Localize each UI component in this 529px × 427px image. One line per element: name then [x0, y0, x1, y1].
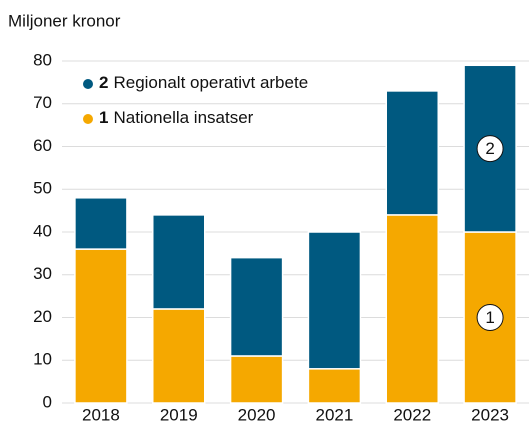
x-tick-label: 2020 — [238, 405, 276, 424]
y-tick-label: 30 — [33, 264, 52, 283]
x-tick-label: 2018 — [82, 405, 120, 424]
bar-segment — [307, 231, 362, 370]
legend-number: 2 — [99, 73, 108, 92]
y-tick-label: 50 — [33, 179, 52, 198]
series-badge — [476, 304, 504, 331]
legend-label: Regionalt operativt arbete — [113, 73, 308, 92]
y-tick-label: 70 — [33, 93, 52, 112]
series-badge-label: 2 — [485, 139, 494, 158]
legend-entry: 1 Nationella insatser — [99, 108, 254, 127]
y-tick-label: 10 — [33, 350, 52, 369]
bar-segment — [307, 368, 362, 404]
legend-marker — [83, 114, 93, 124]
y-tick-label: 0 — [43, 392, 52, 411]
series-badge-label: 1 — [485, 308, 494, 327]
bar-segment — [385, 214, 439, 404]
legend-marker — [83, 79, 93, 89]
legend-label: Nationella insatser — [113, 108, 253, 127]
bar-segment — [152, 214, 206, 310]
x-tick-label: 2021 — [316, 405, 354, 424]
y-axis-label: Miljoner kronor — [8, 11, 121, 30]
bar-segment — [385, 90, 439, 216]
series-badge — [476, 135, 504, 163]
bar-segment — [229, 256, 284, 357]
x-tick-label: 2019 — [160, 405, 198, 424]
bar-segment — [152, 308, 206, 404]
y-tick-label: 80 — [33, 50, 52, 69]
x-tick-label: 2022 — [393, 405, 431, 424]
bar-segment — [74, 197, 128, 250]
bar-segment — [74, 248, 128, 404]
y-tick-label: 60 — [33, 136, 52, 155]
legend-number: 1 — [99, 108, 108, 127]
x-tick-label: 2023 — [471, 405, 509, 424]
bar-segment — [463, 231, 517, 404]
y-tick-label: 20 — [33, 307, 52, 326]
bar-segment — [229, 355, 284, 404]
legend-entry: 2 Regionalt operativt arbete — [99, 73, 308, 92]
y-tick-label: 40 — [33, 221, 52, 240]
